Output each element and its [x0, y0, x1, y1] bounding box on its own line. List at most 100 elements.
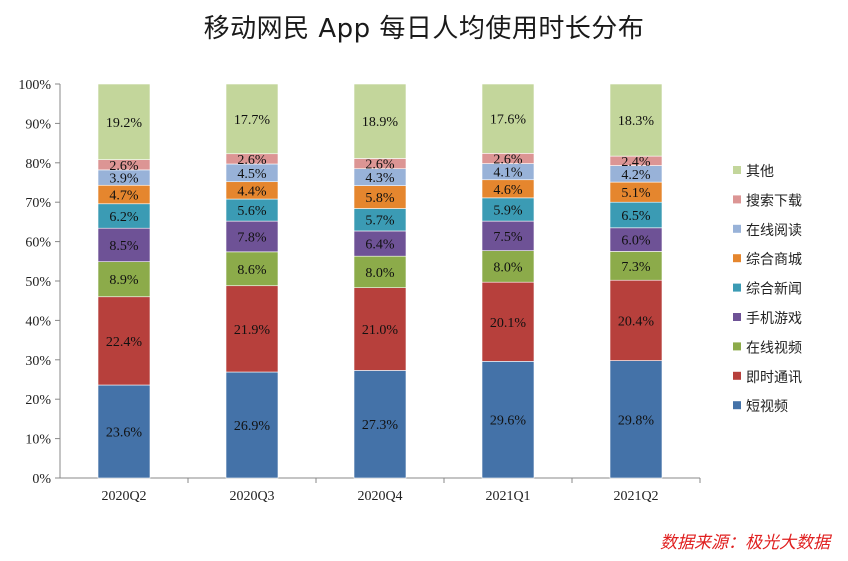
- data-label: 26.9%: [234, 419, 271, 434]
- bar-segment: [97, 203, 151, 229]
- data-label: 5.9%: [493, 203, 523, 218]
- legend-label: 在线阅读: [746, 222, 802, 239]
- chart-bars: 23.6%22.4%8.9%8.5%6.2%4.7%3.9%2.6%19.2%2…: [97, 83, 663, 479]
- data-label: 4.1%: [493, 166, 523, 181]
- bar-segment: [225, 83, 279, 155]
- data-label: 20.4%: [618, 314, 655, 329]
- data-label: 7.8%: [237, 230, 267, 245]
- bar-segment: [353, 230, 407, 257]
- data-label: 6.2%: [109, 210, 139, 225]
- bar-segment: [481, 361, 535, 479]
- data-label: 17.7%: [234, 113, 271, 128]
- data-label: 2.4%: [621, 155, 651, 170]
- data-label: 4.6%: [493, 183, 523, 198]
- bar-segment: [97, 384, 151, 479]
- data-label: 2.6%: [493, 152, 523, 167]
- y-tick-label: 20%: [25, 393, 51, 408]
- legend-label: 综合商城: [746, 252, 802, 268]
- data-label: 8.5%: [109, 239, 139, 254]
- data-label: 8.9%: [109, 273, 139, 288]
- chart-axes: 0% 10% 20% 30% 40% 50% 60% 70% 80% 90% 100% 2020Q2 2…: [18, 78, 701, 504]
- x-tick-label: 2020Q3: [229, 489, 274, 504]
- x-tick-label: 2020Q4: [357, 489, 402, 504]
- bar-segment: [481, 83, 535, 154]
- x-tick-label: 2021Q1: [485, 489, 530, 504]
- data-label: 5.6%: [237, 204, 267, 219]
- legend-label: 其他: [746, 164, 774, 180]
- data-label: 29.6%: [490, 414, 527, 429]
- legend-swatch: [733, 224, 741, 233]
- bar-segment: [97, 83, 151, 160]
- y-tick-label: 70%: [25, 196, 51, 211]
- legend-swatch: [733, 401, 741, 410]
- legend-label: 综合新闻: [746, 282, 802, 298]
- data-label: 23.6%: [106, 426, 143, 441]
- data-label: 22.4%: [106, 335, 143, 350]
- data-label: 6.0%: [621, 234, 651, 249]
- bar-segment: [609, 201, 663, 229]
- x-tick-label: 2020Q2: [101, 489, 146, 504]
- legend-swatch: [733, 166, 741, 174]
- data-label: 6.5%: [621, 209, 651, 224]
- legend-swatch: [733, 371, 741, 380]
- bar-segment: [353, 255, 407, 288]
- legend-swatch: [733, 313, 741, 321]
- y-tick-label: 50%: [25, 275, 51, 290]
- data-label: 8.0%: [365, 266, 395, 281]
- y-tick-label: 10%: [25, 433, 51, 448]
- bar-segment: [225, 285, 279, 373]
- data-label: 6.4%: [365, 238, 395, 253]
- bar-segment: [481, 281, 535, 362]
- data-source-note: 数据来源：极光大数据: [660, 533, 830, 553]
- bar-segment: [225, 220, 279, 253]
- x-tick-label: 2021Q2: [613, 489, 658, 504]
- bar-segment: [97, 296, 151, 386]
- bar-segment: [609, 83, 663, 157]
- data-label: 29.8%: [618, 413, 655, 428]
- bar-segment: [225, 251, 279, 287]
- data-label: 18.3%: [618, 114, 655, 129]
- bar-segment: [225, 371, 279, 479]
- data-label: 27.3%: [362, 418, 399, 433]
- data-label: 4.7%: [109, 189, 139, 204]
- data-label: 4.5%: [237, 167, 267, 182]
- y-tick-label: 60%: [25, 236, 51, 251]
- data-label: 5.7%: [365, 214, 395, 229]
- data-label: 5.8%: [365, 191, 395, 206]
- bar-segment: [97, 227, 151, 262]
- data-label: 21.0%: [362, 323, 399, 338]
- bar-segment: [353, 83, 407, 159]
- data-label: 19.2%: [106, 116, 143, 131]
- legend-label: 在线视频: [746, 340, 802, 356]
- legend-label: 手机游戏: [746, 311, 802, 327]
- data-label: 4.4%: [237, 184, 267, 199]
- data-label: 7.5%: [493, 230, 523, 245]
- data-label: 4.3%: [365, 171, 395, 186]
- data-label: 5.1%: [621, 186, 651, 201]
- bar-segment: [481, 220, 535, 251]
- data-label: 21.9%: [234, 323, 271, 338]
- chart-title: 移动网民 App 每日人均使用时长分布: [203, 14, 645, 44]
- legend-label: 短视频: [746, 399, 788, 415]
- legend-swatch: [733, 342, 741, 351]
- data-label: 17.6%: [490, 113, 527, 128]
- bar-segment: [353, 370, 407, 479]
- legend-swatch: [733, 283, 741, 292]
- legend-label: 即时通讯: [746, 370, 802, 386]
- data-label: 2.6%: [109, 159, 139, 174]
- bar-segment: [353, 287, 407, 371]
- legend-swatch: [733, 254, 741, 263]
- legend-label: 搜索下载: [746, 192, 802, 209]
- y-tick-label: 30%: [25, 354, 51, 369]
- y-tick-label: 80%: [25, 157, 51, 172]
- data-label: 4.2%: [621, 168, 651, 183]
- y-tick-label: 0%: [32, 472, 51, 487]
- y-tick-label: 100%: [18, 78, 51, 93]
- data-label: 8.0%: [493, 260, 523, 275]
- data-label: 8.6%: [237, 263, 267, 278]
- data-label: 18.9%: [362, 115, 399, 130]
- data-label: 20.1%: [490, 316, 527, 331]
- data-label: 3.9%: [109, 172, 139, 187]
